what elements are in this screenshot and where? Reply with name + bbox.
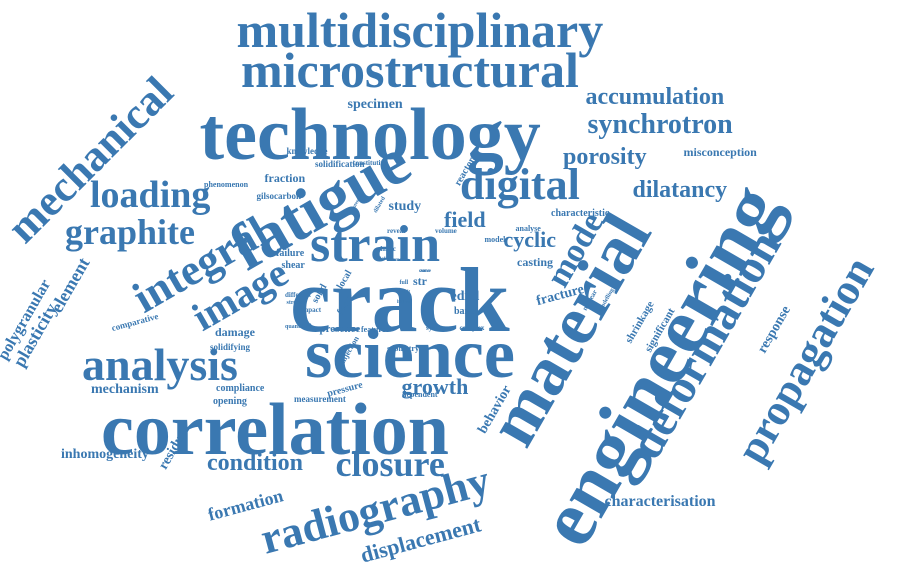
word-synchrotron: synchrotron — [587, 109, 733, 140]
word-cyclic: cyclic — [503, 227, 557, 252]
word-growth: growth — [401, 374, 469, 399]
word-constitutive: constitutive — [352, 158, 388, 167]
word-geometry: geometry — [387, 344, 419, 353]
word-complex: complex — [459, 323, 485, 332]
word-mechanism: mechanism — [91, 382, 159, 397]
word-characterisation: characterisation — [604, 493, 716, 510]
word-feature: feature — [361, 325, 386, 334]
word-dependent: dependent — [402, 390, 438, 399]
word-shear: shear — [281, 260, 305, 271]
word-study: study — [388, 199, 422, 214]
word-different: different — [285, 290, 311, 299]
word-system: system — [426, 323, 447, 332]
word-model: model — [484, 235, 506, 244]
word-phenomenon: phenomenon — [204, 180, 249, 189]
word-multidisciplinary: multidisciplinary — [236, 2, 604, 58]
word-specimen: specimen — [347, 97, 403, 112]
word-fraction: fraction — [264, 171, 306, 185]
word-dilatancy: dilatancy — [632, 177, 728, 203]
word-stresses: stresses — [286, 300, 306, 306]
word-microstructural: microstructural — [241, 42, 579, 98]
word-crack: crack — [290, 249, 510, 351]
word-failure: failure — [276, 248, 305, 259]
word-accumulation: accumulation — [585, 84, 725, 110]
word-strain: strain — [310, 216, 440, 273]
word-damage: damage — [215, 325, 255, 339]
word-defect: defect — [378, 256, 392, 262]
word-graphite: graphite — [65, 212, 195, 252]
word-presence: presence — [319, 322, 361, 335]
word-quantified: quantified — [285, 324, 312, 330]
word-misconception: misconception — [683, 145, 757, 159]
word-digital: digital — [460, 160, 580, 209]
word-result: result — [398, 289, 411, 295]
word-compliance: compliance — [216, 383, 265, 394]
word-str: str — [413, 274, 427, 288]
word-curve: curve — [419, 268, 431, 274]
word-edxd: edxd — [450, 289, 480, 304]
word-condition: condition — [207, 450, 304, 476]
word-field: field — [444, 207, 486, 232]
word-plastic: plastic — [376, 244, 396, 253]
word-technology: technology — [199, 94, 541, 176]
word-comparative: comparative — [110, 310, 160, 333]
word-analyse: analyse — [515, 224, 541, 233]
word-impact: impact — [300, 305, 322, 314]
word-thermal: thermal — [386, 257, 404, 263]
word-band: band — [454, 306, 476, 317]
word-inhomogeneity: inhomogeneity — [61, 447, 149, 462]
word-full: full — [399, 280, 409, 286]
word-science: science — [305, 316, 515, 393]
word-higher: higher — [397, 299, 411, 305]
word-measurement: measurement — [294, 393, 346, 404]
word-gilsocarbon: gilsocarbon — [256, 190, 302, 201]
word-analysis: analysis — [82, 339, 238, 390]
word-porosity: porosity — [563, 144, 647, 170]
word-reveal: reveal — [387, 226, 406, 235]
word-correlation: correlation — [101, 389, 449, 471]
word-casting: casting — [517, 255, 553, 269]
word-solidification: solidification — [315, 158, 365, 169]
word-zone: zone — [420, 268, 430, 274]
word-solidifying: solidifying — [210, 341, 251, 352]
word-knowledge: knowledge — [286, 145, 328, 156]
word-closure: closure — [335, 444, 445, 484]
word-characteristic: characteristic — [551, 208, 610, 219]
word-loading: loading — [90, 174, 211, 216]
word-opening: opening — [213, 396, 247, 407]
word-volume: volume — [435, 226, 457, 235]
